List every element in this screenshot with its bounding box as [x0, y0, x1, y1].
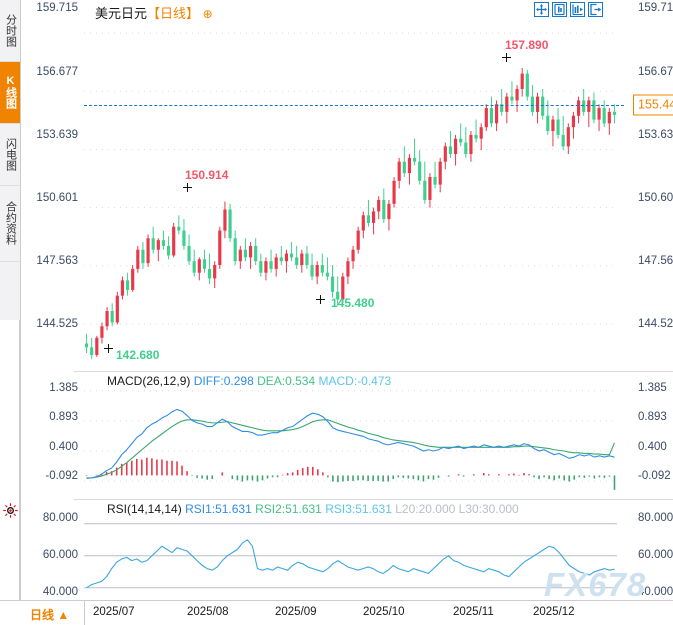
- sidebar-item-candlestick-chart[interactable]: K线图: [0, 62, 20, 124]
- macd-header: MACD(26,12,9) DIFF:0.298 DEA:0.534 MACD:…: [107, 374, 391, 388]
- rsi3-value: RSI3:51.631: [325, 502, 392, 516]
- rsi-tick-2: 40.000: [638, 586, 673, 598]
- sidebar-item-label: 合约资料: [4, 201, 17, 245]
- price-tick-left-3: 150.601: [36, 192, 78, 204]
- price-tick-left-2: 153.639: [36, 129, 78, 141]
- sidebar-item-label: 分时图: [4, 13, 17, 47]
- macd-tick-left-1: 0.893: [49, 411, 78, 423]
- annotation-marker-low-1: [316, 295, 325, 304]
- macd-pane[interactable]: [84, 381, 617, 490]
- chart-toolbar: [534, 2, 603, 17]
- date-axis: 日线 ▲ 2025/07 2025/08 2025/09 2025/10 202…: [0, 600, 673, 625]
- rsi-series: [84, 523, 617, 589]
- current-price-tag[interactable]: 155.443: [633, 94, 673, 116]
- macd-series: [84, 390, 617, 490]
- candlestick-series: [84, 68, 617, 360]
- rsi-name: RSI(14,14,14): [107, 502, 182, 516]
- period-toggle[interactable]: 日线 ▲: [30, 608, 70, 622]
- sidebar-item-label: 闪电图: [4, 137, 17, 171]
- sidebar-item-lightning-chart[interactable]: 闪电图: [0, 124, 20, 186]
- chart-exit-icon[interactable]: [588, 2, 603, 17]
- macd-tick-3: -0.092: [638, 470, 671, 482]
- rsi-pane[interactable]: [84, 511, 617, 599]
- chart-scale-icon[interactable]: [552, 2, 567, 17]
- rsi-l30-value: L30:30.000: [458, 502, 519, 516]
- period-label: 【日线】: [147, 6, 200, 21]
- sidebar-item-timeline-chart[interactable]: 分时图: [0, 0, 20, 62]
- rsi-tick-1: 60.000: [638, 549, 673, 561]
- annotation-low-142680: 142.680: [116, 348, 160, 362]
- rsi-tick-left-0: 80.000: [42, 512, 78, 524]
- price-tick-4: 147.563: [638, 255, 673, 267]
- macd-tick-0: 1.385: [638, 382, 667, 394]
- price-tick-left-1: 156.677: [36, 66, 78, 78]
- price-tick-1: 156.677: [638, 66, 673, 78]
- price-tick-left-4: 147.563: [36, 255, 78, 267]
- macd-tick-left-0: 1.385: [49, 382, 78, 394]
- annotation-marker-high-2: [183, 183, 192, 192]
- current-price-line: [84, 105, 624, 106]
- date-tick-5: 2025/12: [533, 606, 575, 618]
- watermark: FX678: [544, 566, 647, 603]
- globe-icon[interactable]: ⊕: [202, 7, 213, 21]
- date-tick-0: 2025/07: [93, 606, 135, 618]
- rsi1-value: RSI1:51.631: [185, 502, 252, 516]
- macd-tick-2: 0.400: [638, 441, 667, 453]
- sun-settings-icon[interactable]: [3, 503, 18, 518]
- chart-stage: 美元日元【日线】 ⊕: [21, 0, 673, 625]
- macd-macd-value: MACD:-0.473: [318, 374, 392, 388]
- rsi-l20-value: L20:20.000: [395, 502, 456, 516]
- crosshair-move-icon[interactable]: [534, 2, 549, 17]
- price-tick-left-0: 159.715: [36, 2, 78, 14]
- date-tick-2: 2025/09: [275, 606, 317, 618]
- date-tick-4: 2025/11: [453, 606, 494, 618]
- macd-dea-value: DEA:0.534: [257, 374, 316, 388]
- price-tick-2: 153.639: [638, 129, 673, 141]
- macd-tick-left-3: -0.092: [45, 470, 78, 482]
- price-tick-3: 150.601: [638, 192, 673, 204]
- price-tick-left-5: 144.525: [36, 318, 78, 330]
- symbol-name: 美元日元: [95, 6, 148, 21]
- macd-tick-1: 0.893: [638, 411, 667, 423]
- annotation-low-145480: 145.480: [331, 296, 375, 310]
- rsi2-value: RSI2:51.631: [255, 502, 322, 516]
- date-tick-3: 2025/10: [363, 606, 405, 618]
- annotation-marker-high-1: [502, 53, 511, 62]
- rsi-tick-0: 80.000: [638, 512, 673, 524]
- macd-tick-left-2: 0.400: [49, 441, 78, 453]
- divider-macd: [74, 371, 673, 372]
- annotation-high-150914: 150.914: [185, 168, 229, 182]
- macd-name: MACD(26,12,9): [107, 374, 191, 388]
- annotation-high-157890: 157.890: [505, 38, 549, 52]
- axis-separator: [84, 601, 85, 625]
- chart-title: 美元日元【日线】 ⊕: [95, 3, 213, 22]
- sidebar-item-contract-info[interactable]: 合约资料: [0, 186, 20, 262]
- sidebar-lower-blank: [0, 320, 20, 625]
- price-pane[interactable]: [84, 14, 617, 366]
- annotation-marker-low-2: [104, 344, 113, 353]
- macd-diff-value: DIFF:0.298: [193, 374, 254, 388]
- date-tick-1: 2025/08: [187, 606, 229, 618]
- rsi-tick-left-1: 60.000: [42, 549, 78, 561]
- rsi-header: RSI(14,14,14) RSI1:51.631 RSI2:51.631 RS…: [107, 502, 519, 516]
- price-tick-5: 144.525: [638, 318, 673, 330]
- divider-rsi: [74, 499, 673, 500]
- sidebar-item-label: K线图: [4, 75, 17, 109]
- price-tick-0: 159.715: [638, 2, 673, 14]
- rsi-tick-left-2: 40.000: [42, 586, 78, 598]
- chart-shift-icon[interactable]: [570, 2, 585, 17]
